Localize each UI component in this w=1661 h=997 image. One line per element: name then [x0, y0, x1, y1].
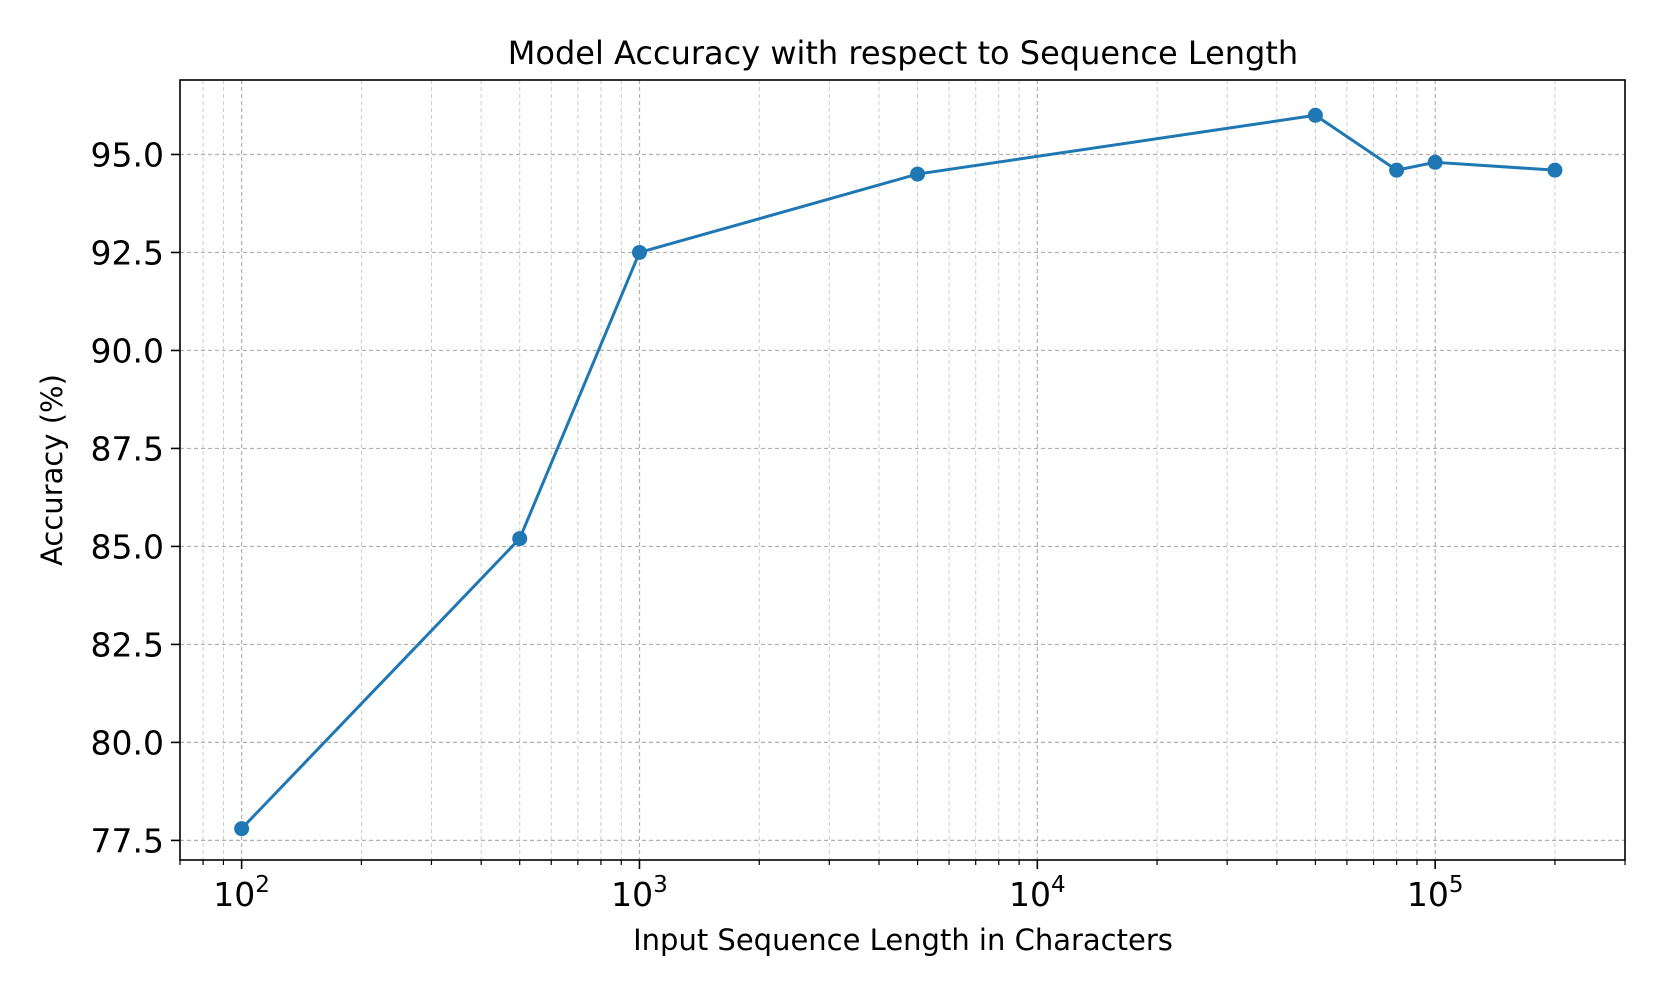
x-tick-label: 103: [611, 872, 668, 914]
y-tick-label: 85.0: [91, 527, 164, 566]
y-tick-label: 90.0: [91, 331, 164, 370]
plot-area-frame: [179, 79, 1626, 861]
x-axis-label: Input Sequence Length in Characters: [633, 923, 1173, 957]
data-point-marker: [512, 531, 528, 547]
x-tick-label: 105: [1407, 872, 1464, 914]
major-gridlines: [180, 80, 1625, 860]
y-tick-label: 80.0: [91, 723, 164, 762]
data-point-marker: [234, 821, 250, 837]
y-tick-label: 87.5: [91, 429, 164, 468]
data-point-marker: [631, 244, 647, 260]
tick-labels: 102 103 104 105 77.5 80.0 82.5 85.0 87.5 90.0 92.5…: [91, 135, 1464, 914]
y-tick-label: 82.5: [91, 625, 164, 664]
y-tick-label: 77.5: [91, 821, 164, 860]
data-point-marker: [1389, 162, 1405, 178]
data-point-marker: [1547, 162, 1563, 178]
data-point-marker: [1307, 107, 1323, 123]
data-point-marker: [1427, 154, 1443, 170]
x-tick-label: 102: [213, 872, 270, 914]
data-point-marker: [910, 166, 926, 182]
x-tick-label: 104: [1009, 872, 1066, 914]
axis-ticks: [171, 153, 1626, 869]
y-tick-label: 92.5: [91, 233, 164, 272]
series-accuracy: [234, 107, 1563, 837]
minor-gridlines: [179, 80, 1626, 860]
y-axis-label: Accuracy (%): [35, 374, 69, 566]
chart-title: Model Accuracy with respect to Sequence …: [508, 34, 1298, 72]
y-tick-label: 95.0: [91, 135, 164, 174]
